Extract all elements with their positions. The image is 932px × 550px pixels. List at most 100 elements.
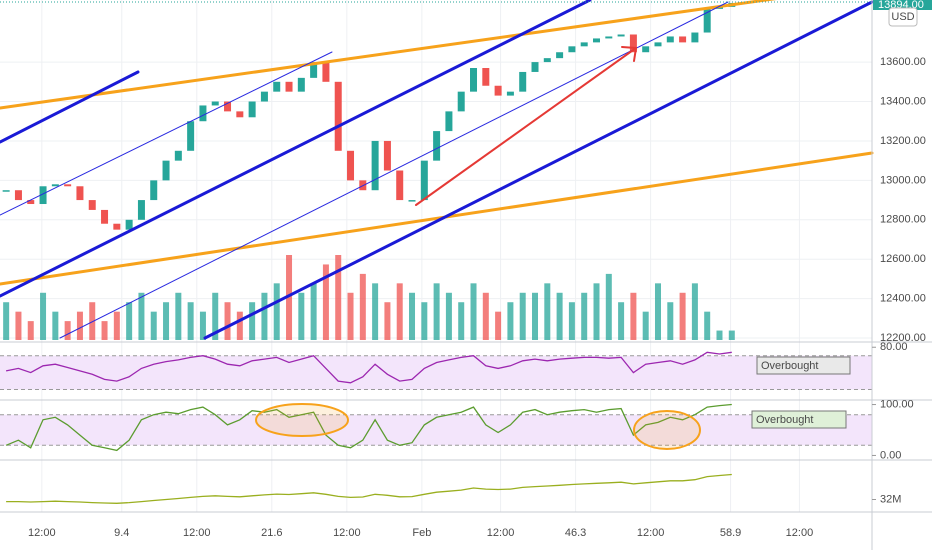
x-tick-label: 12:00 (487, 527, 515, 539)
volume-bar (728, 330, 735, 340)
candle-body (27, 200, 35, 205)
volume-bar (409, 292, 416, 340)
candle-body (568, 46, 576, 53)
y-tick-label: 12800.00 (880, 214, 926, 226)
x-tick-label: 46.3 (565, 527, 586, 539)
last-price-tag (873, 0, 932, 10)
candle-body (199, 105, 207, 122)
y-tick-label: 12400.00 (880, 293, 926, 305)
x-tick-label: 12:00 (183, 527, 211, 539)
volume-bar (322, 264, 329, 340)
annotation-text: Overbought (761, 360, 818, 372)
volume-bar (347, 292, 354, 340)
volume-bar (618, 302, 625, 340)
candle-body (260, 91, 268, 102)
drawings (0, 0, 874, 450)
candle-body (322, 62, 330, 82)
highlight-ellipse (633, 410, 701, 450)
volume-bar (359, 273, 366, 340)
candle-body (248, 101, 256, 118)
obv-line (6, 473, 732, 504)
volume-bar (273, 283, 280, 340)
volume-bar (27, 321, 34, 340)
candle-body (125, 219, 133, 230)
x-tick-label: 58.9 (720, 527, 741, 539)
candle-body (347, 150, 355, 181)
volume-bar (52, 311, 59, 340)
stoch-band (0, 414, 872, 446)
x-tick-label: 21.6 (261, 527, 282, 539)
volume-bar (236, 311, 243, 340)
candle-body (531, 62, 539, 72)
y-tick-label: 80.00 (880, 341, 908, 353)
volume-bar (679, 292, 686, 340)
candle-body (593, 38, 601, 43)
volume-bar (691, 283, 698, 340)
candle-body (211, 101, 219, 106)
volume-bar (421, 302, 428, 340)
candle-body (2, 190, 10, 192)
volume-bar (470, 283, 477, 340)
volume-bar (64, 321, 71, 340)
candle-body (457, 91, 465, 112)
trend-line (0, 70, 140, 144)
volume-bar (175, 292, 182, 340)
candle-body (556, 52, 564, 59)
candle-body (14, 190, 22, 201)
highlight-ellipse (255, 403, 349, 437)
candle-body (408, 200, 416, 202)
volume-bar (384, 302, 391, 340)
annotation-text: Overbought (756, 414, 813, 426)
volume-bar (113, 311, 120, 340)
y-tick-label: 12600.00 (880, 253, 926, 265)
volume-bar (495, 311, 502, 340)
x-tick-label: 12:00 (786, 527, 814, 539)
x-tick-label: 9.4 (114, 527, 129, 539)
candle-body (39, 186, 47, 205)
volume-bar (482, 292, 489, 340)
channel-line (59, 1, 729, 339)
candle-body (162, 160, 170, 181)
candle-body (666, 36, 674, 43)
volume-bar (507, 302, 514, 340)
volume-bar (187, 302, 194, 340)
arrow-line (415, 47, 637, 206)
volume-bar (433, 283, 440, 340)
trend-line (203, 0, 874, 340)
y-tick-label: 0.00 (880, 449, 901, 461)
candle-body (334, 81, 342, 151)
volume-bar (704, 311, 711, 340)
channel-line (0, 51, 333, 216)
candle-body (654, 42, 662, 47)
volume-bar (89, 302, 96, 340)
stoch-line (5, 403, 732, 452)
candle-body (580, 42, 588, 47)
volume-bar (3, 302, 10, 340)
rsi-line (5, 351, 732, 384)
volume-bar (138, 292, 145, 340)
currency-text: USD (891, 11, 914, 23)
y-tick-label: 12200.00 (880, 332, 926, 344)
candle-body (470, 68, 478, 92)
volume-bar (593, 283, 600, 340)
candle-body (76, 186, 84, 201)
candle-body (617, 34, 625, 37)
candle-body (297, 77, 305, 92)
volume-bar (372, 283, 379, 340)
volume-bar (224, 302, 231, 340)
annotation-box (751, 410, 847, 429)
candle-body (137, 200, 145, 220)
candle-body (310, 62, 318, 78)
y-tick-label: 13200.00 (880, 135, 926, 147)
volume-bar (126, 302, 133, 340)
volume-bar (249, 302, 256, 340)
candle-body (383, 140, 391, 171)
volume-bar (212, 292, 219, 340)
candle-body (174, 150, 182, 161)
volume-bar (630, 292, 637, 340)
x-tick-label: 12:00 (637, 527, 665, 539)
candle-body (88, 200, 96, 210)
candle-body (224, 101, 232, 112)
volume-bar (605, 273, 612, 340)
